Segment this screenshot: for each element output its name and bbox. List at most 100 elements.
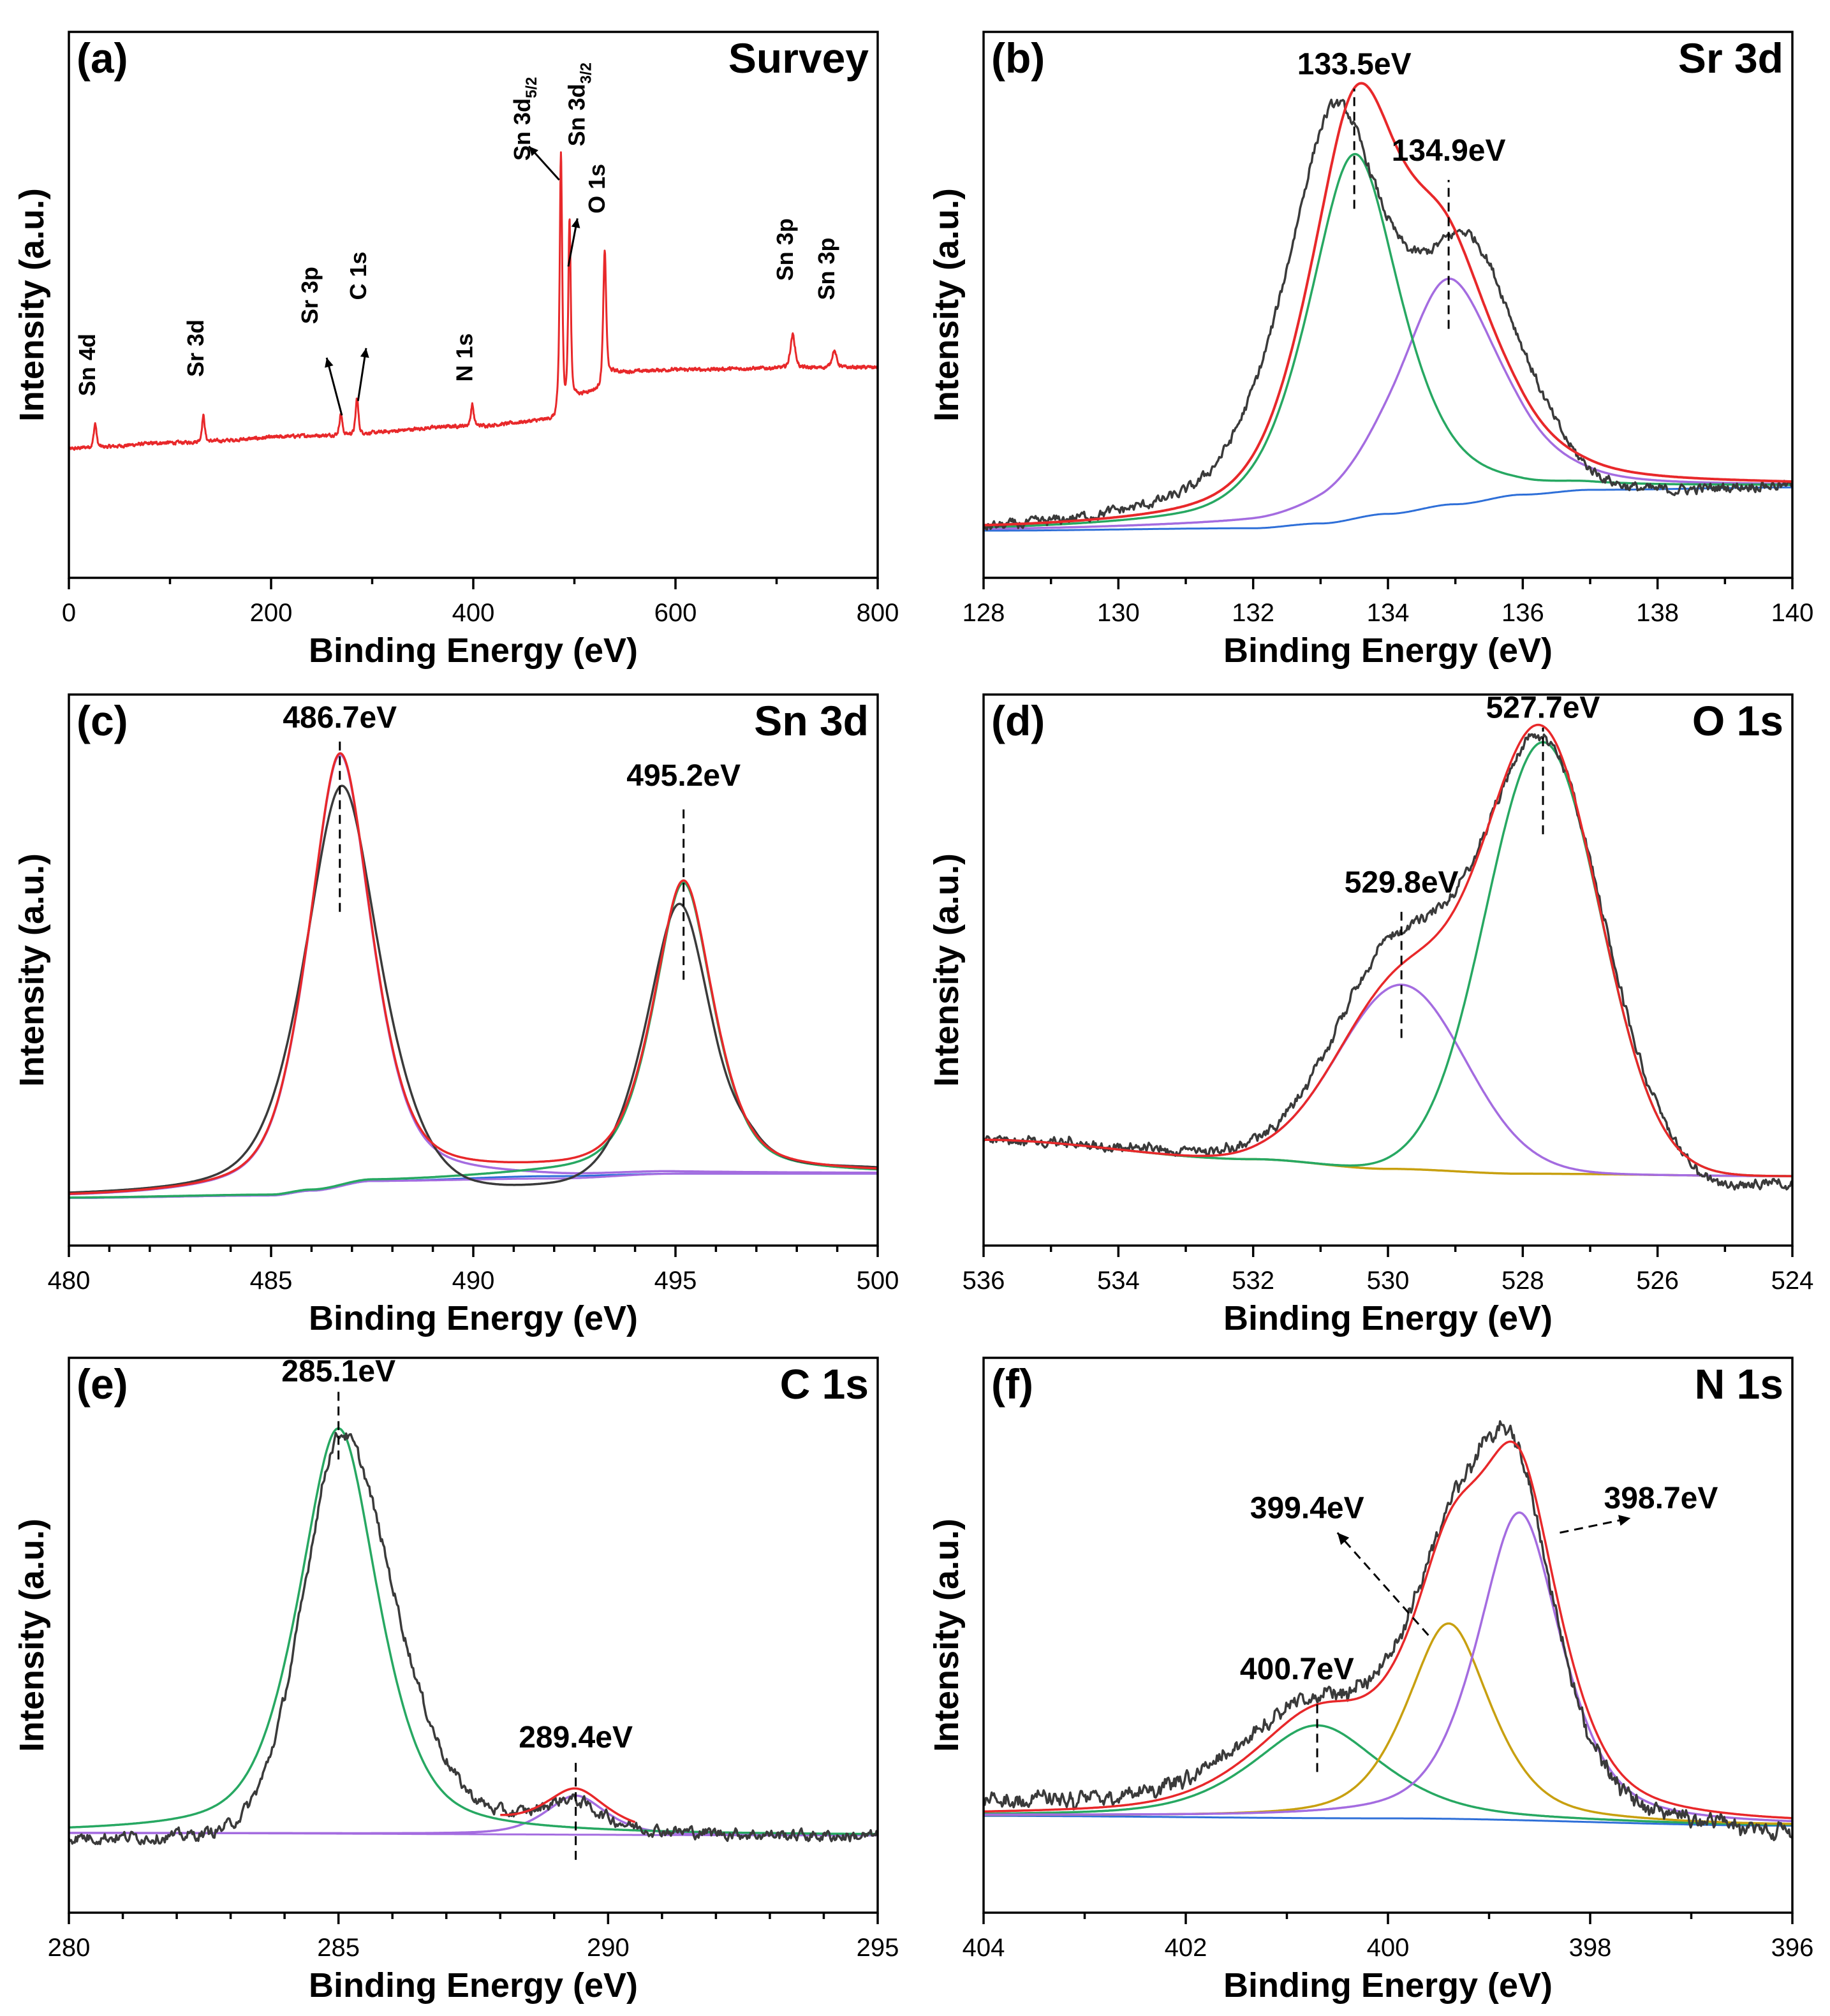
tick-label-b: 140 bbox=[1771, 599, 1814, 627]
tick-label-c: 480 bbox=[48, 1267, 91, 1295]
survey-peak-label: Sn 3d5/2 bbox=[509, 77, 540, 161]
y-axis-label-a: Intensity (a.u.) bbox=[13, 188, 51, 422]
peak-label: 134.9eV bbox=[1392, 134, 1506, 168]
panel-c: 480 485 490 495 500 Binding Energy (eV) Intens… bbox=[13, 693, 899, 1337]
curve-d-green-component bbox=[984, 740, 1792, 1177]
survey-arrowhead bbox=[571, 218, 580, 228]
peak-label: 289.4eV bbox=[519, 1721, 633, 1755]
panel-title-f: N 1s bbox=[1695, 1360, 1783, 1408]
tick-label-d: 534 bbox=[1097, 1267, 1140, 1295]
curve-c-purple-component bbox=[69, 753, 878, 1196]
peak-arrow-line bbox=[1336, 1532, 1429, 1636]
peak-label: 133.5eV bbox=[1297, 47, 1412, 81]
tick-label-b: 136 bbox=[1502, 599, 1544, 627]
curve-a-survey bbox=[69, 151, 878, 451]
curve-f-green-component bbox=[984, 1724, 1792, 1826]
peak-arrowhead bbox=[1618, 1515, 1631, 1526]
survey-arrowhead bbox=[360, 348, 369, 358]
tick-label-c: 500 bbox=[857, 1267, 899, 1295]
tick-label-e: 295 bbox=[857, 1934, 899, 1962]
tick-label-f: 404 bbox=[963, 1934, 1005, 1962]
curves-b bbox=[984, 82, 1792, 532]
survey-peak-label: Sn 3d3/2 bbox=[563, 63, 594, 146]
survey-arrowhead bbox=[325, 357, 334, 368]
tick-label-b: 138 bbox=[1636, 599, 1679, 627]
peak-label: 527.7eV bbox=[1486, 691, 1600, 725]
tick-label-b: 134 bbox=[1367, 599, 1410, 627]
tick-label-f: 402 bbox=[1165, 1934, 1207, 1962]
tick-label-d: 532 bbox=[1232, 1267, 1274, 1295]
panel-letter-f: (f) bbox=[991, 1360, 1033, 1408]
curves-e bbox=[69, 1427, 878, 1846]
panel-title-b: Sr 3d bbox=[1678, 34, 1783, 82]
tick-label-f: 396 bbox=[1771, 1934, 1814, 1962]
tick-label-e: 285 bbox=[317, 1934, 360, 1962]
curve-c-green-component bbox=[69, 881, 878, 1199]
curve-e-envelope bbox=[499, 1787, 637, 1823]
peak-label: 399.4eV bbox=[1250, 1491, 1364, 1525]
tick-label-d: 536 bbox=[963, 1267, 1005, 1295]
survey-peak-label: O 1s bbox=[584, 164, 610, 214]
curve-d-experimental bbox=[984, 733, 1792, 1191]
y-axis-label-b: Intensity (a.u.) bbox=[927, 188, 966, 422]
curve-b-experimental bbox=[984, 98, 1792, 531]
peak-label: 495.2eV bbox=[626, 759, 741, 793]
curve-f-experimental bbox=[984, 1420, 1792, 1841]
x-axis-label-c: Binding Energy (eV) bbox=[309, 1299, 638, 1337]
y-axis-label-f: Intensity (a.u.) bbox=[927, 1519, 966, 1752]
panel-a: 0 200 400 600 800 Binding Energy (eV) Intensit… bbox=[13, 31, 899, 670]
tick-label-c: 490 bbox=[452, 1267, 495, 1295]
panel-e: 280 285 290 295 Binding Energy (eV) Intensity… bbox=[13, 1355, 899, 2005]
curves-f bbox=[984, 1420, 1792, 1841]
tick-label-b: 128 bbox=[963, 599, 1005, 627]
y-axis-label-e: Intensity (a.u.) bbox=[13, 1519, 51, 1752]
survey-arrowhead bbox=[529, 146, 538, 156]
panel-b: 128 130 132 134 136 138 140 Binding Energy (eV)… bbox=[927, 31, 1814, 670]
axes-frame-b bbox=[982, 31, 1794, 579]
axes-frame-f bbox=[982, 1357, 1794, 1914]
tick-label-a: 600 bbox=[654, 599, 697, 627]
tick-label-b: 130 bbox=[1097, 599, 1140, 627]
tick-label-e: 280 bbox=[48, 1934, 91, 1962]
y-axis-label-c: Intensity (a.u.) bbox=[13, 853, 51, 1087]
x-axis-label-e: Binding Energy (eV) bbox=[309, 1966, 638, 2005]
axes-frame-a bbox=[68, 31, 879, 579]
tick-label-b: 132 bbox=[1232, 599, 1274, 627]
tick-label-f: 398 bbox=[1569, 1934, 1612, 1962]
curve-b-purple-component bbox=[984, 277, 1792, 530]
tick-label-f: 400 bbox=[1367, 1934, 1410, 1962]
curve-d-envelope bbox=[984, 723, 1792, 1177]
curves-d bbox=[984, 723, 1792, 1191]
tick-label-a: 800 bbox=[857, 599, 899, 627]
panel-letter-b: (b) bbox=[991, 34, 1045, 82]
panel-title-c: Sn 3d bbox=[754, 697, 869, 744]
curve-c-experimental bbox=[69, 784, 878, 1194]
peak-label: 285.1eV bbox=[281, 1355, 395, 1388]
x-axis-label-d: Binding Energy (eV) bbox=[1223, 1299, 1553, 1337]
panel-letter-c: (c) bbox=[77, 697, 128, 744]
curve-e-experimental bbox=[69, 1432, 878, 1846]
curve-f-gold-component bbox=[984, 1622, 1792, 1825]
y-axis-label-d: Intensity (a.u.) bbox=[927, 853, 966, 1087]
panel-title-a: Survey bbox=[728, 34, 869, 82]
panel-title-d: O 1s bbox=[1692, 697, 1783, 744]
tick-label-c: 495 bbox=[654, 1267, 697, 1295]
survey-arrow-line bbox=[325, 357, 343, 416]
survey-peak-label: Sn 3p bbox=[772, 218, 798, 281]
tick-label-d: 524 bbox=[1771, 1267, 1814, 1295]
curve-c-background-blue bbox=[69, 1172, 878, 1199]
tick-label-d: 528 bbox=[1502, 1267, 1544, 1295]
peak-arrowhead bbox=[1337, 1533, 1350, 1545]
curve-f-envelope bbox=[984, 1440, 1792, 1820]
curve-e-green-component bbox=[69, 1427, 878, 1836]
peak-label: 486.7eV bbox=[283, 701, 397, 735]
axes-frame-d bbox=[982, 693, 1794, 1247]
tick-label-d: 526 bbox=[1636, 1267, 1679, 1295]
tick-label-a: 0 bbox=[62, 599, 76, 627]
curve-c-envelope bbox=[69, 752, 878, 1195]
peak-label: 398.7eV bbox=[1604, 1482, 1718, 1515]
curves-a bbox=[69, 151, 878, 451]
peak-label: 400.7eV bbox=[1240, 1652, 1354, 1686]
survey-peak-label: Sn 3p bbox=[813, 237, 839, 300]
